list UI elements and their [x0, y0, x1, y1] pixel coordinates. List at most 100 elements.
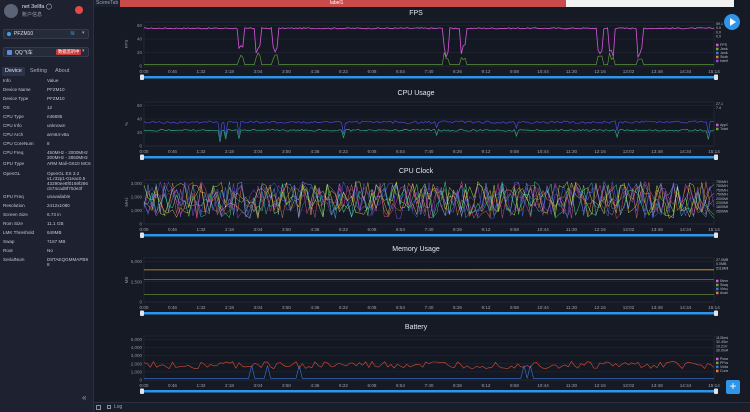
- legend-swatch[interactable]: [716, 287, 719, 291]
- slider-handle[interactable]: [140, 74, 144, 81]
- zoom-slider[interactable]: [142, 312, 716, 315]
- legend-value: 750MHz: [716, 193, 728, 197]
- chart-svg[interactable]: 0 1,000 2,000 3,000 4,000 5,000 0:00 0:46 1:32 2:…: [116, 324, 728, 396]
- legend-value: 1106mW: [716, 336, 728, 340]
- x-tick-label: 13:02: [623, 383, 635, 388]
- slider-handle[interactable]: [714, 232, 718, 239]
- slider-handle[interactable]: [714, 154, 718, 161]
- info-row: Screen Size 6.73 in: [3, 212, 91, 217]
- tab-setting[interactable]: Setting: [29, 68, 47, 74]
- scene-tab[interactable]: SceneTab: [94, 0, 120, 7]
- tab-device[interactable]: Device: [2, 67, 25, 76]
- zoom-slider[interactable]: [142, 390, 716, 393]
- legend-item[interactable]: Voltage: [720, 365, 728, 369]
- label-bar[interactable]: label1: [120, 0, 566, 7]
- chart-svg[interactable]: 0 1,000 2,000 3,000 MHz 0:00 0:46 1:32 2:18 3:04 3…: [116, 168, 728, 240]
- legend-item[interactable]: VirtualMemory: [720, 287, 728, 291]
- legend-swatch[interactable]: [716, 365, 719, 369]
- slider-handle[interactable]: [140, 388, 144, 395]
- legend-value: 27.1: [716, 102, 723, 106]
- log-toggle-icon[interactable]: [96, 405, 101, 410]
- legend-swatch[interactable]: [716, 291, 719, 295]
- legend-swatch[interactable]: [716, 127, 719, 131]
- x-tick-label: 13:48: [651, 227, 663, 232]
- slider-handle[interactable]: [140, 232, 144, 239]
- x-tick-label: 13:02: [623, 149, 635, 154]
- tab-about[interactable]: About: [54, 68, 70, 74]
- legend-swatch[interactable]: [716, 51, 719, 55]
- x-tick-label: 9:58: [510, 227, 519, 232]
- zoom-slider[interactable]: [142, 156, 716, 159]
- legend-swatch[interactable]: [716, 369, 719, 373]
- x-tick-label: 9:12: [482, 149, 491, 154]
- legend-item[interactable]: AvailableMemory: [720, 291, 728, 295]
- device-select[interactable]: PFZM10 ≋ ▾: [3, 29, 89, 39]
- legend-item[interactable]: FPS: [720, 43, 728, 47]
- slider-handle[interactable]: [714, 310, 718, 317]
- log-checkbox-icon[interactable]: [107, 405, 111, 409]
- app-select[interactable]: QQ飞车 数据监听中 ▾: [3, 47, 89, 57]
- y-axis-label: %: [124, 122, 129, 126]
- sidebar-tabs: Device Setting About: [2, 67, 92, 76]
- legend-swatch[interactable]: [716, 361, 719, 365]
- slider-handle[interactable]: [714, 388, 718, 395]
- legend-swatch[interactable]: [716, 279, 719, 283]
- legend-swatch[interactable]: [716, 55, 719, 59]
- legend-item[interactable]: Current: [720, 369, 728, 373]
- x-tick-label: 9:12: [482, 227, 491, 232]
- legend-item[interactable]: SwapMemory: [720, 283, 728, 287]
- legend-swatch[interactable]: [716, 123, 719, 127]
- info-value: 6.73 in: [47, 212, 61, 217]
- info-row: SerialNum D8TAEQGMMAPB9 8: [3, 257, 91, 267]
- cpu-clock-series-line: [144, 181, 715, 219]
- x-tick-label: 3:50: [282, 305, 291, 310]
- legend-item[interactable]: Jank(APP): [720, 47, 728, 51]
- x-tick-label: 14:34: [680, 383, 692, 388]
- legend-item[interactable]: StutterHw: [720, 55, 728, 59]
- y-tick-label: 3,000: [131, 181, 143, 186]
- x-tick-label: 3:04: [254, 69, 263, 74]
- x-tick-label: 11:30: [566, 227, 578, 232]
- legend-swatch[interactable]: [716, 283, 719, 287]
- x-tick-label: 0:00: [140, 305, 149, 310]
- legend-item[interactable]: TotalCPU: [720, 127, 728, 131]
- y-tick-label: 2,000: [131, 361, 143, 366]
- chart-svg[interactable]: 0 20 40 60 FPS 0:00 0:46 1:32 2:18 3:04 3:50 4:36 5:…: [116, 10, 728, 82]
- current-series-line: [144, 365, 714, 379]
- legend-swatch[interactable]: [716, 47, 719, 51]
- chart-svg[interactable]: 0 2,500 5,000 MB 0:00 0:46 1:32 2:18 3:04 3:50 4:3…: [116, 246, 728, 318]
- collapse-icon[interactable]: «: [82, 393, 87, 402]
- avatar[interactable]: [4, 4, 18, 18]
- legend-item[interactable]: Power: [720, 357, 728, 361]
- zoom-slider[interactable]: [142, 234, 716, 237]
- x-tick-label: 11:30: [566, 305, 578, 310]
- info-row: GPU Type ARM Mali-G610 MC6: [3, 161, 91, 166]
- legend-swatch[interactable]: [716, 59, 719, 63]
- chart-svg[interactable]: 0 20 40 60% 0:00 0:46 1:32 2:18 3:04 3:50 4:36 5:22…: [116, 90, 728, 162]
- legend-swatch[interactable]: [716, 357, 719, 361]
- legend-item[interactable]: PPower: [720, 361, 728, 365]
- legend-item[interactable]: InterFrame: [720, 59, 728, 63]
- slider-handle[interactable]: [714, 74, 718, 81]
- slider-handle[interactable]: [140, 310, 144, 317]
- play-button[interactable]: [724, 14, 740, 30]
- x-tick-label: 6:54: [396, 383, 405, 388]
- logout-icon[interactable]: [75, 6, 83, 14]
- zoom-slider[interactable]: [142, 76, 716, 79]
- info-value: 12: [47, 105, 53, 110]
- x-tick-label: 3:04: [254, 227, 263, 232]
- add-button[interactable]: +: [726, 380, 740, 394]
- legend-item[interactable]: AppCPU: [720, 123, 728, 127]
- y-tick-label: 2,000: [131, 195, 143, 200]
- app-icon: [7, 50, 12, 55]
- legend-swatch[interactable]: [716, 43, 719, 47]
- legend-item[interactable]: Jank(+Hw): [720, 51, 728, 55]
- info-key: Resolution: [3, 203, 25, 208]
- legend-item[interactable]: Memory: [720, 279, 728, 283]
- slider-handle[interactable]: [140, 154, 144, 161]
- y-tick-label: 1,000: [131, 208, 143, 213]
- x-tick-label: 6:54: [396, 149, 405, 154]
- x-tick-label: 1:32: [197, 383, 206, 388]
- info-value: D8TAEQGMMAPB9 8: [47, 257, 89, 267]
- x-tick-label: 6:08: [368, 305, 377, 310]
